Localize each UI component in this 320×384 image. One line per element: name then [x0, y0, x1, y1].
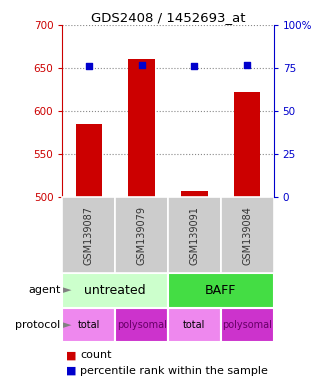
Text: percentile rank within the sample: percentile rank within the sample: [80, 366, 268, 376]
Bar: [221, 197, 274, 273]
Point: [86, 63, 92, 70]
Title: GDS2408 / 1452693_at: GDS2408 / 1452693_at: [91, 11, 245, 24]
Bar: [62, 273, 168, 308]
Text: polysomal: polysomal: [222, 320, 272, 330]
Bar: [115, 197, 168, 273]
Text: GSM139087: GSM139087: [84, 206, 94, 265]
Text: polysomal: polysomal: [117, 320, 166, 330]
Point: [139, 61, 144, 68]
Text: BAFF: BAFF: [205, 284, 236, 297]
Text: agent: agent: [28, 285, 60, 296]
Bar: [115, 308, 168, 342]
Text: ■: ■: [66, 366, 76, 376]
Bar: [168, 273, 274, 308]
Point: [192, 63, 197, 70]
Text: GSM139091: GSM139091: [189, 206, 199, 265]
Text: GSM139079: GSM139079: [137, 206, 147, 265]
Text: count: count: [80, 350, 111, 360]
Bar: [181, 191, 208, 197]
Text: untreated: untreated: [84, 284, 146, 297]
Bar: [76, 124, 102, 197]
Bar: [128, 60, 155, 197]
Text: GSM139084: GSM139084: [242, 206, 252, 265]
Bar: [62, 308, 115, 342]
Point: [245, 61, 250, 68]
Bar: [234, 92, 260, 197]
Text: ■: ■: [66, 350, 76, 360]
Text: protocol: protocol: [15, 320, 60, 330]
Text: total: total: [183, 320, 205, 330]
Bar: [221, 308, 274, 342]
Text: ►: ►: [63, 320, 72, 330]
Text: total: total: [78, 320, 100, 330]
Bar: [62, 197, 115, 273]
Text: ►: ►: [63, 285, 72, 296]
Bar: [168, 308, 221, 342]
Bar: [168, 197, 221, 273]
